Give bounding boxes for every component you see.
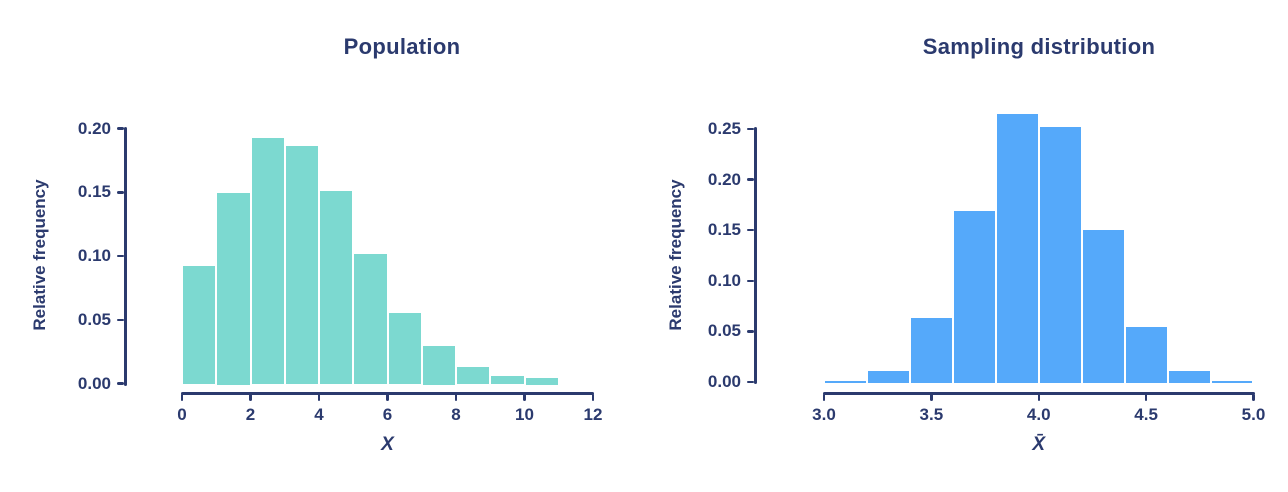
y-tick-label: 0.20 — [77, 118, 111, 138]
y-tick-label: 0.05 — [77, 309, 111, 329]
y-tick — [117, 382, 124, 385]
y-tick-label: 0.20 — [707, 169, 741, 189]
x-tick — [591, 393, 595, 401]
x-tick-label: 4.0 — [1026, 405, 1051, 424]
x-tick-label: 3.5 — [919, 405, 944, 424]
histogram-bar — [1039, 127, 1081, 384]
x-tick — [454, 393, 458, 401]
y-tick-label: 0.25 — [707, 119, 741, 138]
histogram-bar — [285, 146, 318, 385]
y-tick — [747, 178, 754, 181]
histogram-bar — [1211, 381, 1253, 384]
y-tick — [747, 127, 754, 131]
x-tick-label: 4 — [314, 405, 324, 424]
histogram-bar — [1125, 326, 1167, 384]
x-tick-label: 4.5 — [1134, 405, 1158, 424]
histogram-bar — [1082, 229, 1124, 384]
x-tick — [1252, 393, 1255, 401]
x-tick — [930, 393, 933, 401]
y-axis-line — [754, 127, 757, 384]
x-tick-label: 5.0 — [1241, 405, 1266, 424]
histogram-bar — [457, 366, 490, 385]
histogram-bar — [910, 317, 952, 384]
y-axis-label: Relative frequency — [30, 179, 49, 331]
histogram-bar — [953, 211, 995, 384]
x-axis-label: X — [381, 434, 394, 455]
y-tick-label: 0.15 — [77, 182, 111, 202]
x-tick — [180, 393, 184, 401]
y-tick — [747, 228, 754, 232]
x-tick-label: 10 — [515, 405, 534, 424]
y-tick-label: 0.15 — [707, 220, 741, 240]
y-tick — [117, 254, 124, 258]
x-tick-label: 6 — [382, 405, 393, 424]
x-tick — [386, 393, 389, 401]
chart-title: Sampling distribution — [922, 34, 1156, 59]
histogram-bar — [996, 114, 1038, 384]
x-tick-label: 0 — [177, 405, 187, 424]
x-axis-label: X̄ — [1032, 434, 1046, 455]
x-tick-label: 12 — [583, 405, 603, 424]
histogram-bar — [491, 375, 524, 385]
x-tick — [1144, 393, 1148, 401]
y-axis-line — [124, 126, 127, 386]
x-tick-label: 8 — [451, 405, 461, 424]
y-tick-label: 0.10 — [707, 270, 741, 290]
histogram-bar — [1168, 371, 1210, 384]
y-tick — [747, 279, 754, 283]
x-tick-label: 3.0 — [812, 405, 836, 424]
x-tick-label: 2 — [245, 405, 256, 424]
histogram-bar — [525, 378, 558, 385]
histogram-bar — [422, 346, 455, 385]
x-tick — [317, 393, 321, 401]
x-tick — [822, 393, 826, 401]
y-tick-label: 0.05 — [707, 321, 741, 341]
y-tick — [117, 127, 124, 130]
y-tick-label: 0.00 — [77, 373, 111, 393]
histogram-bar — [217, 193, 250, 385]
x-tick — [1037, 393, 1040, 401]
y-tick-label: 0.10 — [77, 246, 111, 265]
x-tick — [523, 393, 526, 401]
histogram-bar — [183, 265, 216, 385]
y-tick — [747, 330, 754, 333]
histogram-bar — [354, 254, 387, 385]
histogram-bar — [320, 190, 353, 385]
y-tick — [747, 380, 754, 384]
histogram-bar — [388, 313, 421, 385]
x-tick — [249, 393, 252, 401]
y-tick — [117, 191, 124, 194]
y-tick-label: 0.00 — [707, 372, 741, 391]
histogram-bar — [867, 371, 909, 384]
y-tick — [117, 318, 124, 321]
chart-title: Population — [343, 34, 461, 59]
y-axis-label: Relative frequency — [666, 179, 685, 331]
histogram-bar — [251, 138, 284, 385]
histogram-bar — [825, 381, 866, 384]
